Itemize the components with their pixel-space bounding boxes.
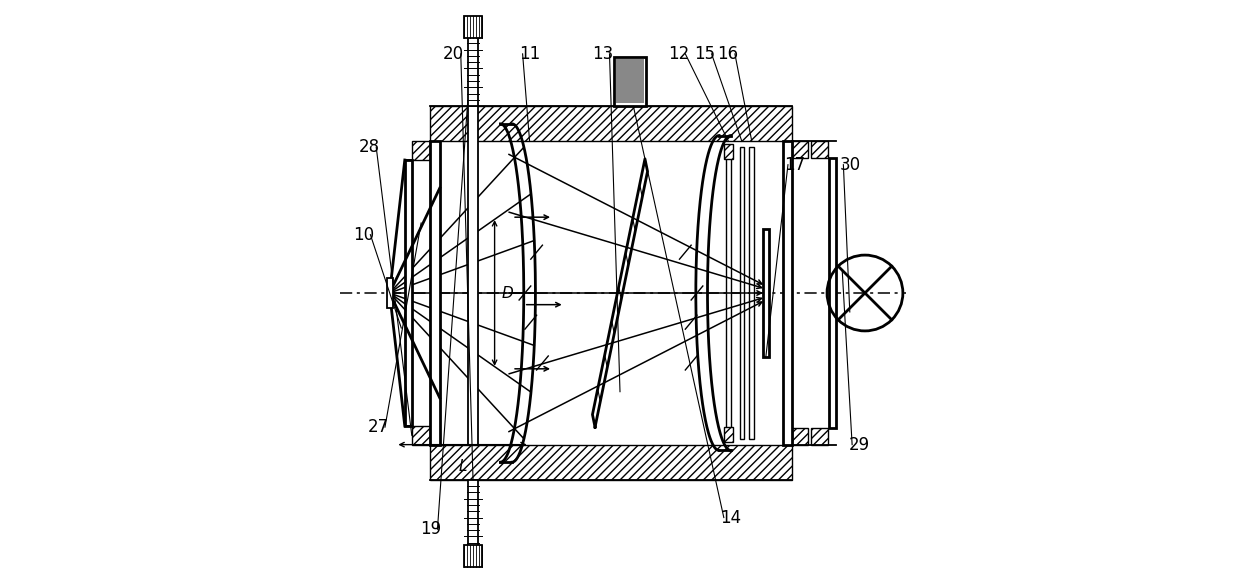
Text: 12: 12: [667, 45, 689, 63]
Bar: [430, 107, 792, 141]
Bar: [811, 141, 827, 158]
Bar: [412, 426, 430, 445]
Bar: [387, 278, 393, 308]
Text: 30: 30: [839, 156, 861, 173]
Text: 16: 16: [717, 45, 739, 63]
Bar: [412, 141, 430, 160]
Bar: [464, 16, 482, 38]
Text: 13: 13: [591, 45, 613, 63]
Text: 29: 29: [848, 435, 869, 454]
Bar: [404, 160, 412, 426]
Bar: [792, 141, 808, 158]
Bar: [614, 57, 646, 107]
Bar: [811, 428, 827, 445]
Bar: [467, 479, 479, 556]
Bar: [727, 147, 730, 439]
Bar: [430, 445, 792, 479]
Bar: [792, 428, 808, 445]
Text: 11: 11: [520, 45, 541, 63]
Text: 10: 10: [353, 226, 374, 244]
Text: L: L: [459, 459, 466, 474]
Bar: [782, 141, 792, 445]
Text: 15: 15: [694, 45, 715, 63]
Bar: [724, 144, 733, 159]
Bar: [739, 147, 744, 439]
Bar: [464, 545, 482, 567]
Bar: [616, 59, 645, 104]
Text: 27: 27: [367, 418, 388, 436]
Bar: [430, 141, 440, 445]
Bar: [828, 158, 836, 428]
Bar: [749, 147, 754, 439]
Text: D: D: [502, 285, 513, 301]
Bar: [763, 229, 769, 357]
Bar: [467, 30, 479, 107]
Text: 14: 14: [720, 509, 742, 527]
Text: 17: 17: [785, 156, 806, 173]
Bar: [467, 107, 479, 445]
Text: 20: 20: [443, 45, 464, 63]
Text: 28: 28: [358, 138, 379, 156]
Bar: [724, 427, 733, 442]
Text: 19: 19: [420, 520, 441, 538]
